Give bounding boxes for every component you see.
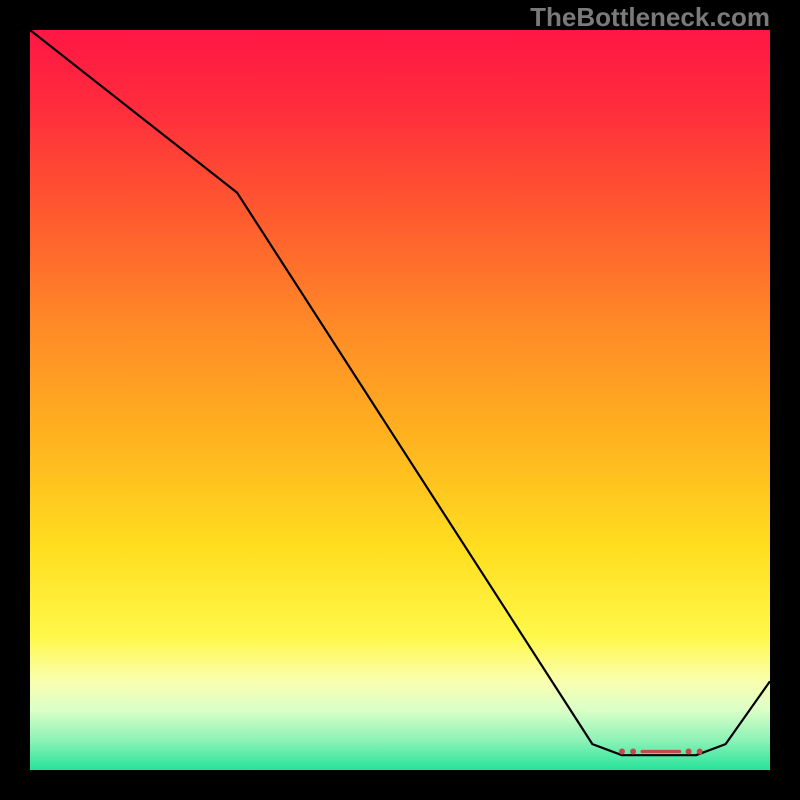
plot-area bbox=[30, 30, 770, 770]
chart-container: TheBottleneck.com bbox=[0, 0, 800, 800]
watermark-text: TheBottleneck.com bbox=[530, 2, 770, 33]
